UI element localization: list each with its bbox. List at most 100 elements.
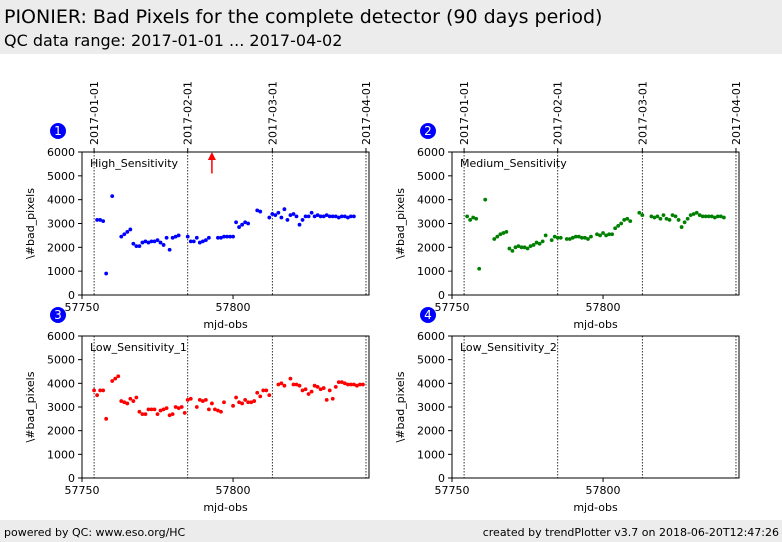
date-marker-label: 2017-01-01 [458,81,471,145]
data-point [583,235,587,240]
plot-frame [451,151,740,296]
data-point [234,220,238,225]
data-point [721,215,726,220]
chart-panel-2: 0 1000 2000 3000 4000 5000 6000 57750 57800 mjd-o… [394,81,743,331]
data-point [185,398,190,402]
data-point [92,388,96,393]
data-point [261,388,266,393]
y-tick-label: 4000 [417,194,445,207]
data-point [219,235,223,240]
data-point [336,380,341,385]
data-point [492,237,497,241]
data-point [598,233,602,238]
panel-series-label: Low_Sensitivity_2 [460,341,557,354]
data-point [170,235,175,240]
data-point [507,246,512,251]
data-point [288,376,293,381]
data-point [143,239,148,244]
page-title: PIONIER: Bad Pixels for the complete det… [4,6,603,28]
data-point [306,214,311,219]
data-point [703,214,708,219]
data-point [595,232,599,237]
data-point [255,208,260,213]
x-tick-label: 57800 [216,484,251,497]
data-point [324,213,329,218]
data-point [552,234,557,239]
data-point [164,235,169,240]
panel-number-label: 1 [54,124,62,138]
data-point [200,239,205,244]
data-point [309,210,314,215]
data-point [216,408,220,413]
data-point [525,246,530,251]
data-point [342,214,347,219]
x-tick-label: 57750 [435,301,470,314]
panel-series-label: Low_Sensitivity_1 [90,341,187,354]
data-point [237,225,241,229]
data-point [616,223,621,228]
data-point [345,215,350,220]
data-point [113,376,118,381]
data-point [543,233,548,238]
data-point [333,214,338,219]
data-point [249,400,254,405]
data-point [276,210,281,215]
footer-powered-by: powered by QC: www.eso.org/HC [4,526,186,539]
y-tick-label: 0 [438,472,445,485]
data-point [264,388,269,393]
data-point [327,214,332,219]
data-point [348,382,353,387]
data-point [483,197,488,202]
data-point [158,240,163,245]
data-point [625,216,630,221]
data-point [306,392,311,396]
data-point [327,388,332,393]
data-point [222,234,226,239]
y-tick-label: 4000 [47,194,75,207]
data-point [312,383,317,388]
data-point [715,214,720,219]
data-point [694,210,699,215]
data-point [167,413,172,418]
data-point [270,212,275,216]
outlier-arrow-head [207,152,216,160]
data-point [161,243,166,247]
y-tick-label: 5000 [417,354,445,367]
data-point [351,214,356,219]
date-marker-label: 2017-03-01 [636,81,649,145]
data-point [504,229,509,234]
data-point [164,406,169,411]
data-point [303,387,308,392]
data-point [564,237,569,241]
data-point [140,240,145,245]
data-point [131,241,136,246]
data-point [140,412,145,416]
data-point [276,382,281,387]
data-point [667,218,672,222]
data-point [282,207,287,212]
data-point [613,226,618,231]
data-point [309,389,314,394]
data-point [516,244,521,249]
data-point [640,213,645,218]
data-point [607,232,611,237]
data-point [348,214,353,219]
data-point [685,216,690,221]
date-marker-label: 2017-04-01 [360,81,373,145]
data-point [182,411,187,415]
data-point [294,382,299,387]
data-point [471,215,476,220]
data-point [128,227,133,232]
data-point [339,380,344,385]
data-point [134,395,139,400]
data-point [161,407,166,412]
page-subtitle: QC data range: 2017-01-01 ... 2017-04-02 [4,31,343,50]
data-point [194,235,199,240]
panel-series-label: High_Sensitivity [90,157,179,170]
data-point [200,399,205,403]
data-point [321,386,326,390]
data-point [601,231,605,235]
panel-number-label: 3 [54,308,62,322]
data-point [465,214,470,219]
data-point [228,234,232,239]
